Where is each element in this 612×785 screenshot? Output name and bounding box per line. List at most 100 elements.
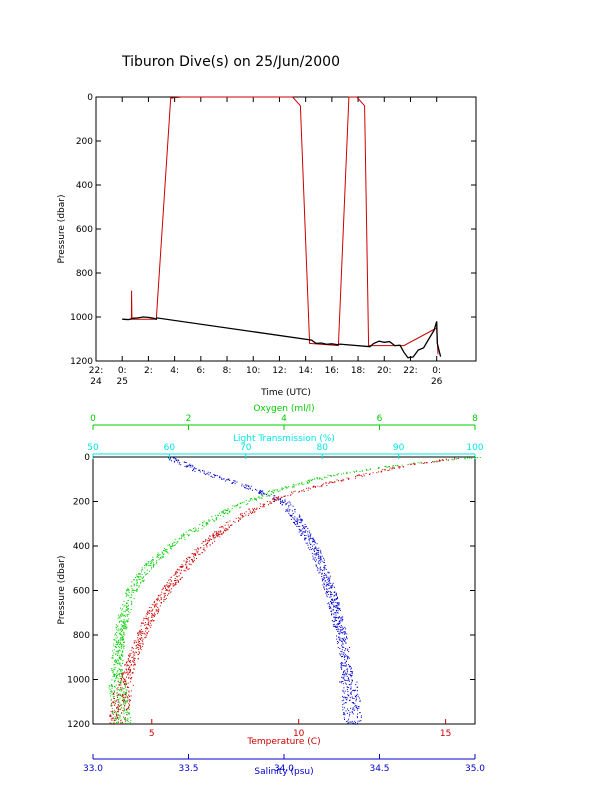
profile-point xyxy=(341,626,343,628)
time-x-tick-label: 2: xyxy=(144,366,153,376)
profile-point xyxy=(280,497,282,499)
profile-point xyxy=(167,552,169,554)
profile-point xyxy=(117,717,119,719)
time-x-tick-label: 6: xyxy=(196,366,205,376)
profile-point xyxy=(109,715,111,717)
profile-point xyxy=(110,716,112,717)
profile-point xyxy=(323,476,325,478)
profile-point xyxy=(342,664,344,666)
profile-point xyxy=(273,495,275,497)
profile-point xyxy=(326,594,328,596)
profile-point xyxy=(321,560,323,562)
profile-point xyxy=(123,633,125,635)
profile-point xyxy=(128,667,130,669)
profile-point xyxy=(117,653,119,655)
profile-point xyxy=(145,564,147,566)
profile-point xyxy=(156,556,158,558)
profile-point xyxy=(163,593,165,595)
profile-point xyxy=(122,660,124,662)
profile-point xyxy=(282,500,283,502)
profile-point xyxy=(300,519,302,521)
profile-point xyxy=(194,553,196,554)
profile-point xyxy=(183,534,184,536)
profile-point xyxy=(225,509,227,511)
profile-point xyxy=(168,544,170,546)
profile-point xyxy=(356,716,358,717)
profile-point xyxy=(134,590,136,591)
profile-point xyxy=(113,643,115,645)
profile-point xyxy=(290,515,292,517)
profile-point xyxy=(170,547,172,549)
profile-point xyxy=(337,642,339,644)
profile-point xyxy=(393,465,394,467)
profile-point xyxy=(195,528,197,530)
profile-point xyxy=(350,692,352,694)
profile-point xyxy=(285,511,287,513)
profile-point xyxy=(128,604,129,606)
profile-point xyxy=(426,462,428,464)
profile-point xyxy=(116,707,118,709)
profile-point xyxy=(226,512,228,514)
profile-point xyxy=(306,480,308,482)
profile-point xyxy=(264,503,266,505)
profile-point xyxy=(136,575,138,577)
profile-point xyxy=(129,701,131,703)
profile-point xyxy=(351,671,353,673)
profile-point xyxy=(124,682,126,684)
profile-point xyxy=(351,710,353,712)
profile-point xyxy=(186,466,188,468)
profile-point xyxy=(293,518,295,520)
profile-point xyxy=(124,697,126,699)
profile-point xyxy=(138,658,139,660)
profile-point xyxy=(263,506,265,508)
profile-point xyxy=(332,482,333,483)
profile-point xyxy=(413,462,415,464)
profile-point xyxy=(117,614,119,616)
profile-point xyxy=(119,649,121,651)
profile-point xyxy=(336,610,337,612)
profile-point xyxy=(223,509,225,511)
profile-point xyxy=(113,718,115,720)
profile-point xyxy=(294,509,296,511)
profile-point xyxy=(336,626,338,628)
profile-point xyxy=(134,660,135,662)
profile-point xyxy=(120,658,122,660)
profile-point xyxy=(171,460,172,462)
profile-point xyxy=(213,476,215,478)
profile-point xyxy=(144,637,146,639)
profile-point xyxy=(331,614,332,616)
profile-point xyxy=(179,537,181,539)
profile-point xyxy=(123,605,125,607)
axis-tick-label-0: 6 xyxy=(377,414,383,424)
profile-point xyxy=(369,469,371,471)
profile-point xyxy=(197,527,199,529)
profile-point xyxy=(114,660,116,662)
profile-point xyxy=(153,564,154,566)
profile-point xyxy=(146,632,148,634)
profile-point xyxy=(205,524,207,526)
profile-point xyxy=(179,569,181,571)
profile-point xyxy=(346,689,348,691)
profile-point xyxy=(129,722,131,724)
profile-point xyxy=(272,491,274,493)
profile-point xyxy=(309,546,311,548)
profile-point xyxy=(475,457,477,459)
profile-point xyxy=(284,499,286,501)
profile-point xyxy=(136,641,138,643)
profile-point xyxy=(119,650,121,652)
profile-point xyxy=(170,576,172,578)
profile-point xyxy=(173,585,175,587)
profile-point xyxy=(330,610,332,612)
profile-point xyxy=(221,512,223,514)
profile-point xyxy=(333,604,335,606)
profile-point xyxy=(338,604,340,606)
profile-point xyxy=(322,579,324,581)
profile-point xyxy=(126,594,128,596)
profile-point xyxy=(128,654,130,656)
profile-point xyxy=(138,585,140,587)
profile-point xyxy=(267,495,269,497)
profile-point xyxy=(129,661,131,663)
profile-point xyxy=(124,717,125,719)
profile-point xyxy=(142,580,144,582)
profile-point xyxy=(118,704,119,706)
